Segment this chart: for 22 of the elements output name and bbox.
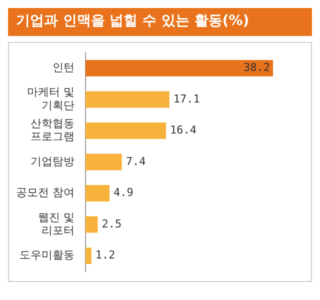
y-tick-label: 마케터 및 기획단 [26, 86, 74, 112]
bar [85, 216, 98, 233]
data-label: 1.2 [95, 248, 116, 262]
y-tick-label: 산학협동 프로그램 [30, 117, 74, 144]
data-label: 17.1 [173, 92, 200, 106]
chart-title: 기업과 인맥을 넓힐 수 있는 활동(%) [8, 8, 312, 36]
bar [85, 122, 166, 139]
y-tick-label: 기업탐방 [30, 154, 74, 168]
data-label: 16.4 [170, 124, 197, 137]
y-tick-label: 도우미활동 [19, 248, 74, 262]
bar [85, 154, 122, 170]
data-label: 7.4 [126, 154, 146, 168]
data-label: 4.9 [114, 186, 134, 200]
bar [85, 248, 92, 264]
y-tick-label: 웹진 및 리포터 [38, 210, 74, 237]
data-label: 2.5 [102, 217, 122, 230]
bar [85, 185, 110, 202]
bar [85, 60, 273, 76]
y-tick-label: 인턴 [52, 61, 74, 74]
data-label: 38.2 [244, 61, 270, 74]
y-tick-label: 공모전 참여 [16, 186, 74, 200]
bar [85, 91, 170, 108]
